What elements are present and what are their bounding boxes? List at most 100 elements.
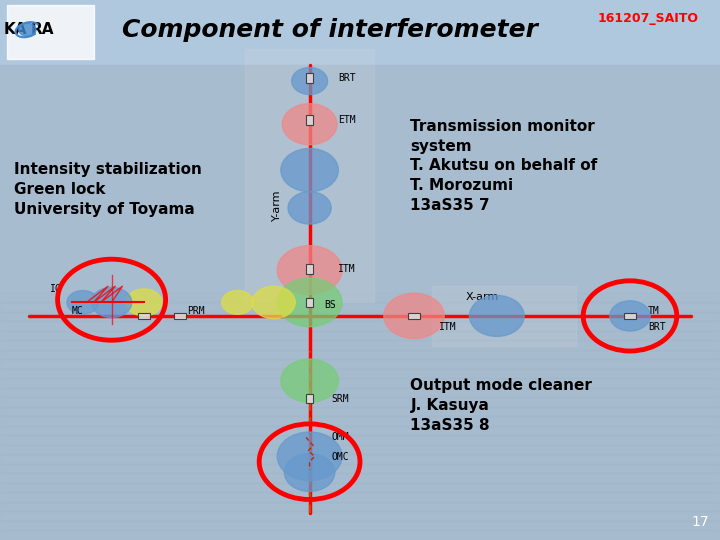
Text: TM: TM: [648, 306, 660, 315]
Bar: [7, 5, 94, 59]
Bar: [0, 511, 720, 521]
Bar: [0, 131, 720, 141]
Bar: [245, 49, 374, 302]
Bar: [0, 65, 720, 75]
Bar: [0, 160, 720, 170]
Text: Y-arm: Y-arm: [272, 190, 282, 221]
Circle shape: [252, 286, 295, 319]
Text: BS: BS: [324, 300, 336, 310]
Text: SRM: SRM: [331, 394, 348, 403]
Bar: [306, 115, 313, 125]
Bar: [306, 73, 313, 83]
Bar: [432, 286, 576, 346]
Circle shape: [277, 432, 342, 481]
Bar: [0, 435, 720, 445]
Bar: [0, 255, 720, 265]
Circle shape: [610, 301, 650, 331]
Bar: [0, 188, 720, 198]
Bar: [0, 0, 720, 65]
Text: BRT: BRT: [648, 322, 665, 332]
Text: ITM: ITM: [338, 264, 356, 274]
Bar: [0, 65, 720, 540]
Bar: [0, 502, 720, 511]
Bar: [0, 103, 720, 112]
Bar: [0, 521, 720, 530]
Text: ETM: ETM: [338, 115, 356, 125]
Bar: [0, 445, 720, 455]
Bar: [0, 84, 720, 93]
Text: IC: IC: [50, 284, 62, 294]
Bar: [0, 340, 720, 350]
Bar: [0, 179, 720, 188]
Circle shape: [277, 278, 342, 327]
Text: PRM: PRM: [187, 306, 204, 315]
Bar: [0, 236, 720, 245]
Bar: [0, 369, 720, 379]
Text: OMM: OMM: [331, 433, 348, 442]
Bar: [0, 274, 720, 284]
Bar: [0, 93, 720, 103]
Text: 17: 17: [692, 515, 709, 529]
Bar: [0, 397, 720, 407]
Bar: [0, 207, 720, 217]
Bar: [174, 313, 186, 319]
Bar: [0, 112, 720, 122]
Circle shape: [91, 287, 132, 318]
Bar: [0, 150, 720, 160]
Bar: [306, 394, 313, 403]
Text: ITM: ITM: [439, 322, 456, 332]
Bar: [624, 313, 636, 319]
Bar: [0, 321, 720, 331]
Bar: [306, 298, 313, 307]
Bar: [0, 122, 720, 131]
Text: BRT: BRT: [338, 73, 356, 83]
Bar: [0, 416, 720, 426]
Circle shape: [126, 289, 162, 316]
Bar: [0, 284, 720, 293]
Bar: [306, 264, 313, 274]
Bar: [0, 492, 720, 502]
Bar: [0, 483, 720, 492]
Text: X-arm: X-arm: [466, 292, 499, 302]
Text: KA: KA: [4, 22, 27, 37]
Bar: [0, 379, 720, 388]
Text: Intensity stabilization
Green lock
University of Toyama: Intensity stabilization Green lock Unive…: [14, 162, 202, 217]
Bar: [0, 350, 720, 360]
Circle shape: [284, 454, 335, 491]
Bar: [0, 388, 720, 397]
Bar: [138, 313, 150, 319]
Text: Component of interferometer: Component of interferometer: [122, 18, 539, 42]
Bar: [0, 302, 720, 312]
Circle shape: [222, 291, 253, 314]
Circle shape: [281, 359, 338, 402]
Bar: [0, 530, 720, 540]
Circle shape: [292, 68, 328, 94]
Text: Output mode cleaner
J. Kasuya
13aS35 8: Output mode cleaner J. Kasuya 13aS35 8: [410, 378, 593, 433]
Text: RA: RA: [30, 22, 54, 37]
Bar: [0, 217, 720, 226]
Bar: [0, 455, 720, 464]
Bar: [0, 75, 720, 84]
Bar: [0, 226, 720, 236]
Bar: [408, 313, 420, 319]
Text: MC: MC: [72, 306, 84, 315]
Bar: [0, 426, 720, 435]
Text: OMC: OMC: [331, 453, 348, 462]
Text: Transmission monitor
system
T. Akutsu on behalf of
T. Morozumi
13aS35 7: Transmission monitor system T. Akutsu on…: [410, 119, 598, 213]
Bar: [0, 293, 720, 302]
Circle shape: [384, 293, 444, 339]
Bar: [0, 245, 720, 255]
Text: 161207_SAITO: 161207_SAITO: [598, 12, 698, 25]
Bar: [0, 265, 720, 274]
Bar: [0, 474, 720, 483]
Bar: [0, 312, 720, 321]
Bar: [0, 360, 720, 369]
Circle shape: [282, 104, 337, 145]
Circle shape: [288, 192, 331, 224]
Circle shape: [67, 291, 99, 314]
Circle shape: [19, 23, 36, 36]
Bar: [0, 170, 720, 179]
Bar: [0, 464, 720, 474]
Bar: [0, 198, 720, 207]
Circle shape: [469, 295, 524, 336]
